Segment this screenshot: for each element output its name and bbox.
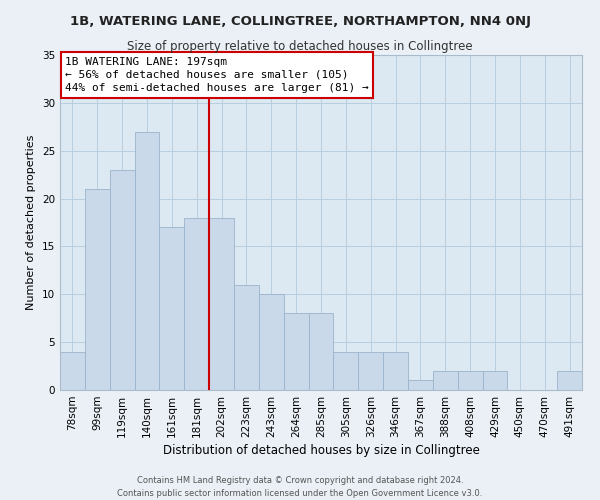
Bar <box>85 189 110 390</box>
Bar <box>259 294 284 390</box>
Bar <box>334 352 358 390</box>
Text: 1B WATERING LANE: 197sqm
← 56% of detached houses are smaller (105)
44% of semi-: 1B WATERING LANE: 197sqm ← 56% of detach… <box>65 56 369 93</box>
Y-axis label: Number of detached properties: Number of detached properties <box>26 135 37 310</box>
Bar <box>284 314 308 390</box>
Text: Contains HM Land Registry data © Crown copyright and database right 2024.
Contai: Contains HM Land Registry data © Crown c… <box>118 476 482 498</box>
Bar <box>209 218 234 390</box>
Bar <box>408 380 433 390</box>
Bar <box>308 314 334 390</box>
Bar <box>60 352 85 390</box>
Bar <box>433 371 458 390</box>
Bar <box>358 352 383 390</box>
Bar <box>184 218 209 390</box>
X-axis label: Distribution of detached houses by size in Collingtree: Distribution of detached houses by size … <box>163 444 479 457</box>
Bar <box>234 284 259 390</box>
Text: 1B, WATERING LANE, COLLINGTREE, NORTHAMPTON, NN4 0NJ: 1B, WATERING LANE, COLLINGTREE, NORTHAMP… <box>70 15 530 28</box>
Text: Size of property relative to detached houses in Collingtree: Size of property relative to detached ho… <box>127 40 473 53</box>
Bar <box>458 371 482 390</box>
Bar <box>383 352 408 390</box>
Bar <box>110 170 134 390</box>
Bar <box>134 132 160 390</box>
Bar <box>160 228 184 390</box>
Bar <box>482 371 508 390</box>
Bar <box>557 371 582 390</box>
